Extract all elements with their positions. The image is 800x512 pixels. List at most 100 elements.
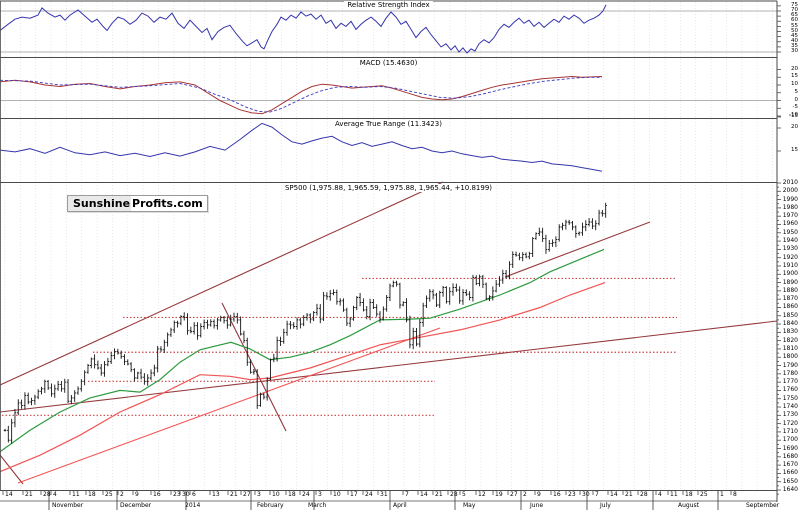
x-axis-month-label: December: [120, 502, 152, 509]
x-axis-day-label: 25: [700, 491, 708, 498]
price-axis-label: 1990: [782, 195, 798, 203]
x-axis-day-label: 24: [365, 491, 373, 498]
x-axis-day-label: 2: [523, 491, 527, 498]
price-axis-label: 1690: [782, 444, 798, 452]
x-axis-month-label: November: [52, 502, 84, 509]
x-axis-day-label: 28: [640, 491, 648, 498]
price-axis-label: 1960: [782, 220, 798, 228]
rsi-axis-label: 55: [791, 22, 798, 29]
macd-axis-label: 15: [791, 73, 798, 80]
logo-profits: Profits.com: [132, 197, 203, 210]
price-axis-label: 2010: [782, 179, 798, 186]
x-axis-month-label: May: [463, 502, 476, 509]
price-axis-label: 1980: [782, 203, 798, 211]
price-axis-label: 1910: [782, 261, 798, 269]
x-axis-day-label: 31: [380, 491, 388, 498]
price-axis-label: 1660: [782, 469, 798, 477]
price-axis-label: 1940: [782, 237, 798, 245]
price-axis-label: 1930: [782, 245, 798, 253]
x-axis-day-label: 9: [537, 491, 541, 498]
trend-line: [0, 320, 778, 413]
price-axis-label: 1820: [782, 336, 798, 344]
macd-axis-label: -10: [789, 112, 798, 119]
x-axis-month-label: April: [393, 502, 407, 509]
trend-line: [221, 302, 287, 432]
macd-axis-label: -5: [792, 104, 798, 111]
rsi-axis-label: 65: [791, 12, 798, 19]
x-axis-day-label: 14: [610, 491, 618, 498]
x-axis-day-label: 3: [257, 491, 261, 498]
price-axis-label: 1710: [782, 427, 798, 435]
x-axis-month-label: September: [746, 502, 780, 509]
price-axis-label: 1920: [782, 253, 798, 261]
x-axis-day-label: 14: [420, 491, 428, 498]
x-axis-day-label: 23: [568, 491, 576, 498]
x-axis-day-label: 16: [153, 491, 161, 498]
rsi-axis-label: 75: [791, 2, 798, 9]
x-axis-day-label: 28: [43, 491, 51, 498]
x-axis-month-label: August: [678, 502, 699, 509]
macd-axis-label: 0: [794, 96, 799, 103]
macd-axis-label: 20: [791, 65, 798, 72]
slow-moving-average: [0, 282, 606, 473]
price-panel-title: SP500 (1,975.88, 1,965.59, 1,975.88, 1,9…: [0, 184, 777, 192]
x-axis-day-label: 5: [462, 491, 466, 498]
rsi-axis-label: 30: [791, 48, 798, 55]
price-axis-label: 1760: [782, 386, 798, 394]
price-axis-label: 1880: [782, 286, 798, 294]
price-axis-label: 2000: [782, 187, 798, 195]
x-axis-day-label: 24: [302, 491, 310, 498]
rsi-axis-label: 50: [791, 27, 798, 34]
sunshine-profits-logo: Sunshine Profits.com: [67, 195, 208, 212]
macd-axis-label: -15: [789, 113, 798, 120]
x-axis-day-label: 11: [670, 491, 678, 498]
x-axis-day-label: 7: [595, 491, 599, 498]
x-axis-month-label: March: [308, 502, 327, 509]
macd-axis-label: 10: [791, 81, 798, 88]
x-axis-day-label: 4: [53, 491, 57, 498]
x-axis-day-label: 19: [495, 491, 503, 498]
x-axis-day-label: 12: [478, 491, 486, 498]
x-axis-day-label: 1: [720, 491, 724, 498]
price-axis-label: 1890: [782, 278, 798, 286]
price-axis-label: 1860: [782, 303, 798, 311]
trend-line: [0, 181, 444, 386]
x-axis-day-label: 4: [658, 491, 662, 498]
rsi-axis-label: 35: [791, 43, 798, 50]
price-axis-label: 1850: [782, 311, 798, 319]
rsi-axis-label: 60: [791, 17, 798, 24]
x-axis-day-label: 13: [212, 491, 220, 498]
x-axis-day-label: 3: [318, 491, 322, 498]
price-axis-label: 1780: [782, 369, 798, 377]
x-axis-month-label: February: [257, 502, 284, 509]
price-axis-label: 1640: [782, 486, 798, 493]
x-axis-day-label: 30: [582, 491, 590, 498]
price-axis-label: 1770: [782, 378, 798, 386]
x-axis-day-label: 21: [230, 491, 238, 498]
x-axis-day-label: 28: [450, 491, 458, 498]
price-axis-label: 1730: [782, 411, 798, 419]
macd-axis-label: 5: [794, 88, 799, 95]
trend-line: [504, 221, 651, 278]
x-axis-day-label: 21: [25, 491, 33, 498]
x-axis-month-label: 2014: [185, 502, 201, 509]
x-axis-month-label: July: [600, 502, 611, 509]
x-axis-day-label: 17: [350, 491, 358, 498]
price-axis-label: 1950: [782, 228, 798, 236]
x-axis-day-label: 6: [192, 491, 196, 498]
x-axis-month-label: June: [530, 502, 544, 509]
x-axis-day-label: 16: [553, 491, 561, 498]
price-axis-label: 1790: [782, 361, 798, 369]
atr-panel-title: Average True Range (11.3423): [0, 120, 777, 128]
price-axis-label: 1700: [782, 436, 798, 444]
atr-axis-label: 20: [791, 124, 798, 130]
x-axis-day-label: 27: [510, 491, 518, 498]
fast-moving-average: [0, 248, 605, 453]
price-axis-label: 1720: [782, 419, 798, 427]
x-axis-day-label: 27: [243, 491, 251, 498]
x-axis-day-label: 21: [435, 491, 443, 498]
x-axis-day-label: 8: [733, 491, 737, 498]
x-axis-day-label: 30: [182, 491, 190, 498]
